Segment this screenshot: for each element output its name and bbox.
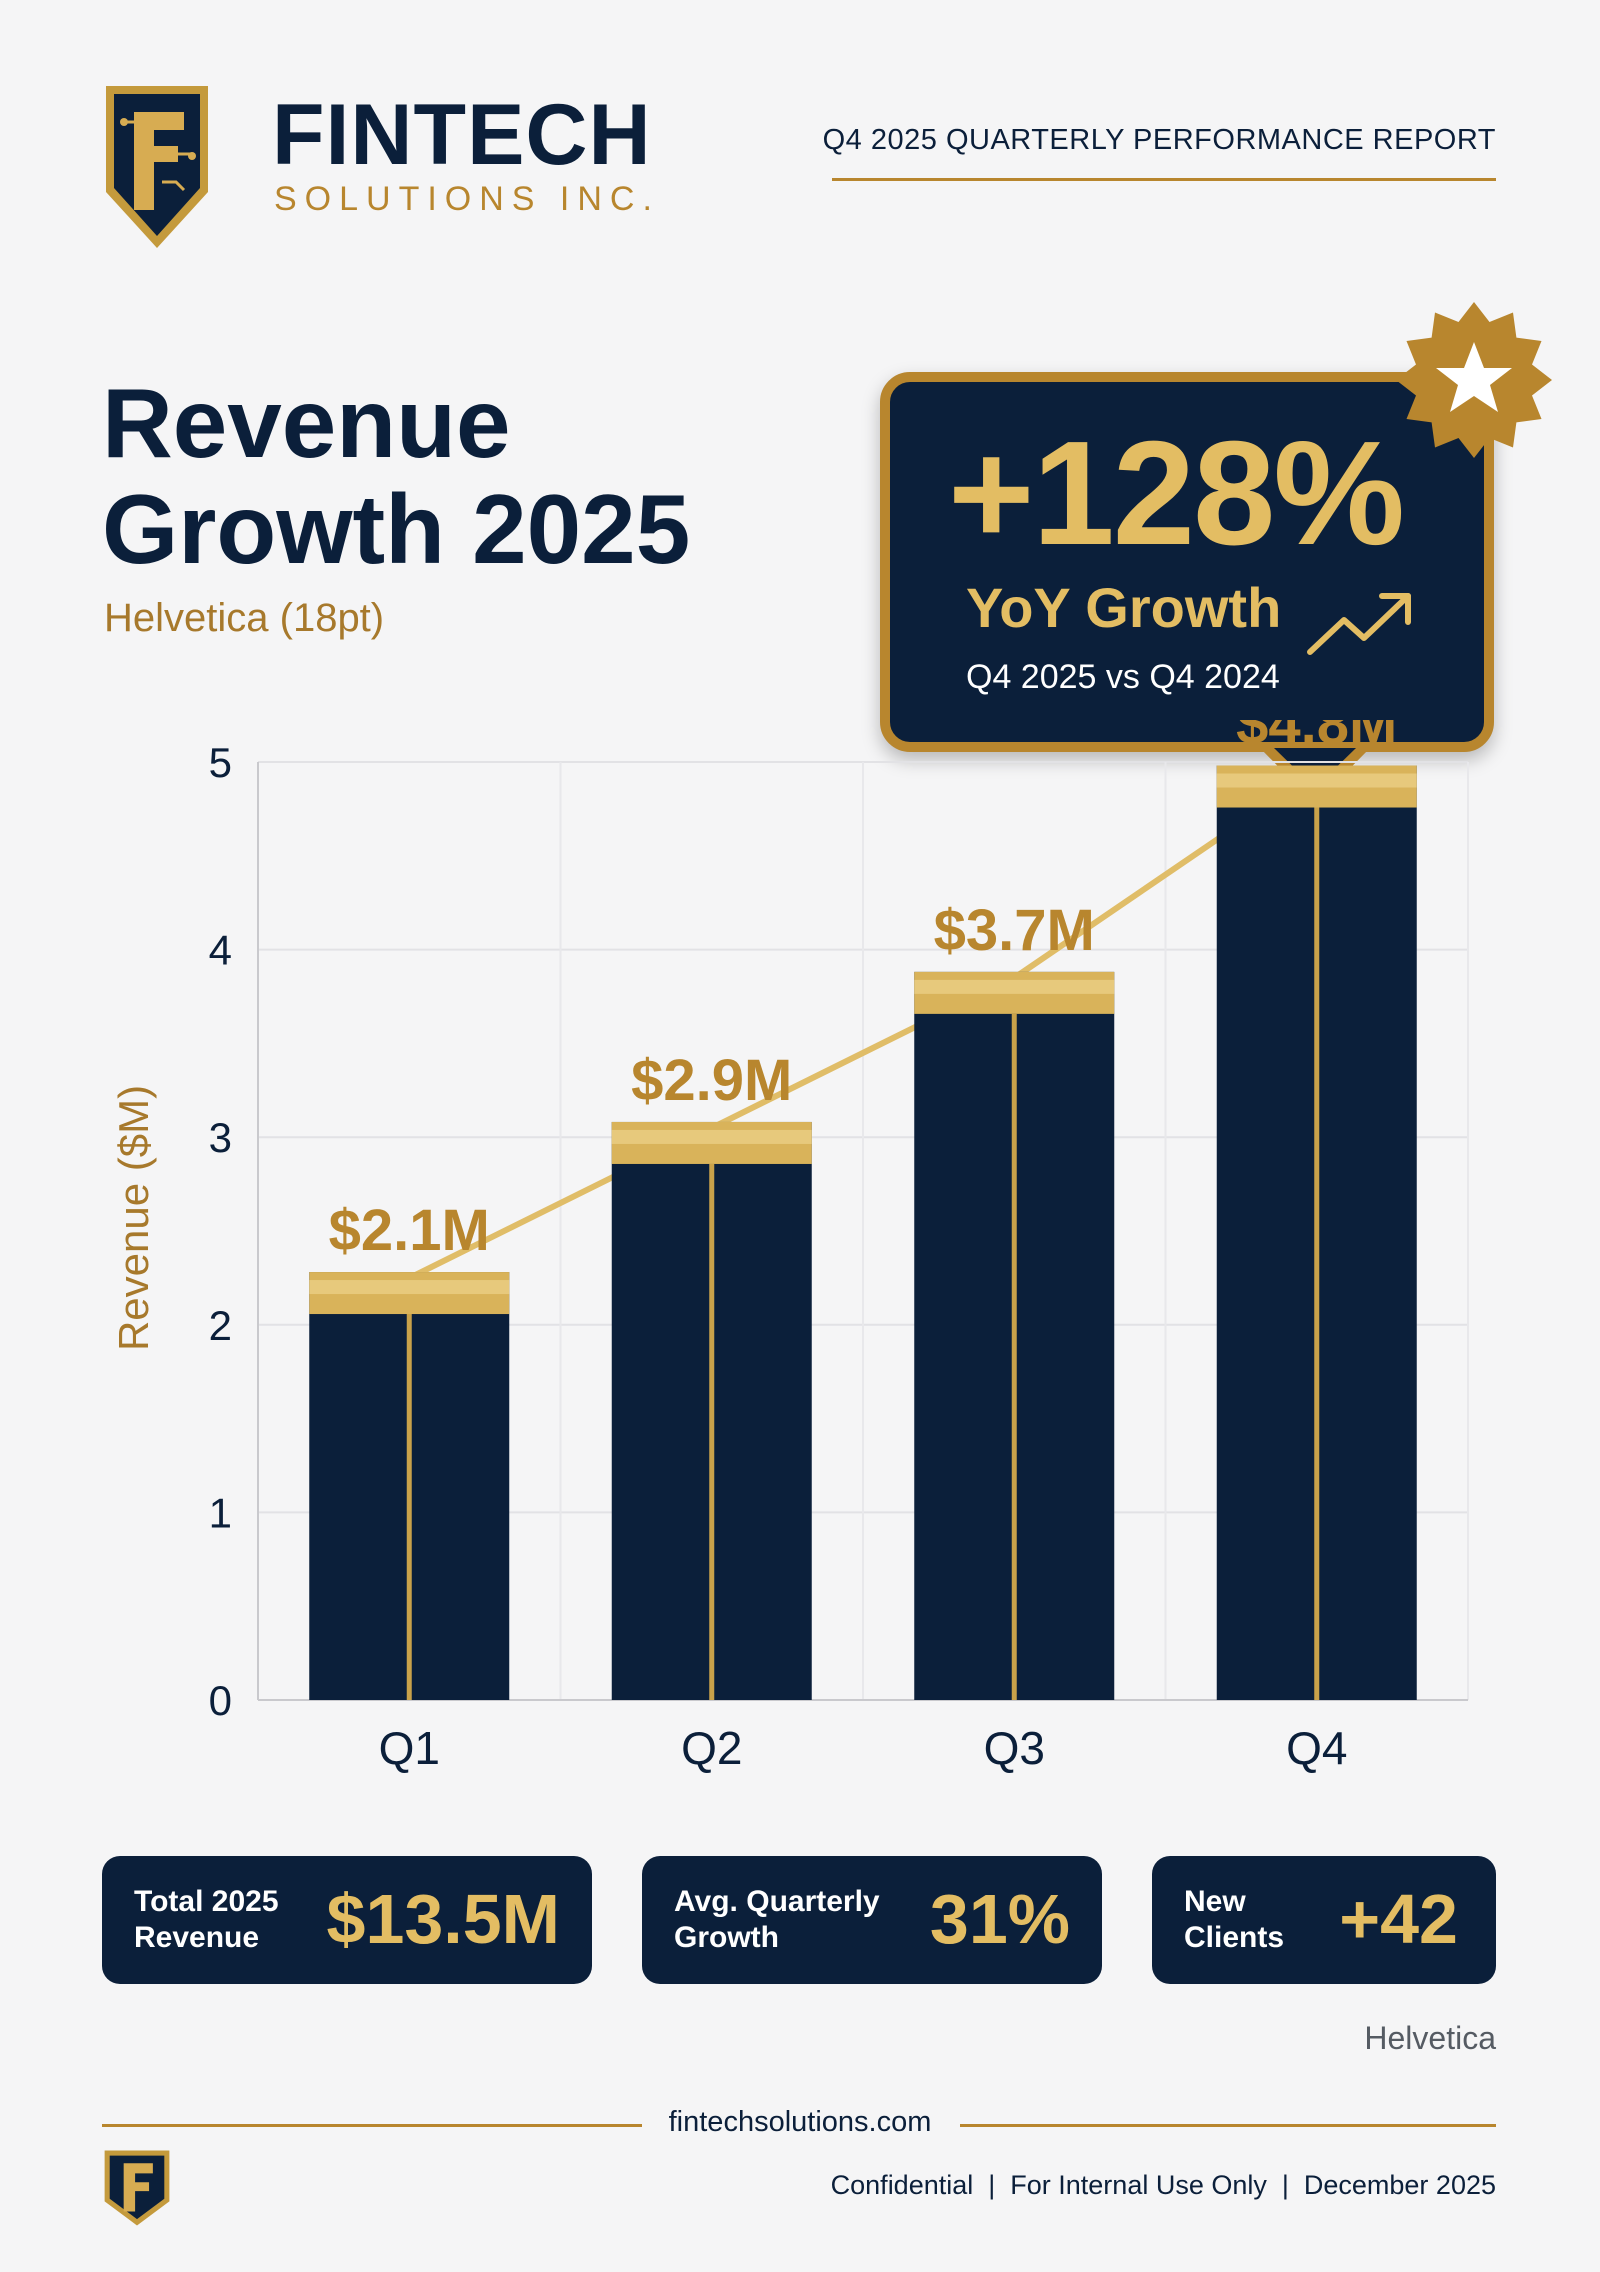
trend-up-arrow-icon [1307, 593, 1411, 655]
yoy-growth-value: +128% [948, 411, 1405, 576]
stat-value: $13.5M [326, 1880, 560, 1958]
bar-cap-highlight [309, 1280, 510, 1295]
stat-card-total-revenue: Total 2025 Revenue $13.5M [102, 1856, 592, 1984]
chart-bars [309, 765, 1417, 1700]
x-tick-label: Q1 [379, 1722, 440, 1774]
y-axis-label: Revenue ($M) [110, 1085, 157, 1351]
yoy-growth-label: YoY Growth [966, 576, 1282, 639]
y-axis-ticks: 0 1 2 3 4 5 [209, 739, 232, 1724]
x-axis-ticks: Q1 Q2 Q3 Q4 [379, 1722, 1348, 1774]
bar-cap-highlight [611, 1129, 812, 1144]
font-note: Helvetica (18pt) [104, 596, 385, 640]
footer-url[interactable]: fintechsolutions.com [668, 2106, 932, 2138]
data-label: $4.8M [1236, 720, 1397, 757]
footer-confidential: Confidential | For Internal Use Only | D… [830, 2170, 1496, 2200]
stat-label: Avg. Quarterly Growth [674, 1885, 880, 1954]
stat-card-new-clients: New Clients +42 [1152, 1856, 1496, 1984]
bar-cap-highlight [914, 979, 1115, 994]
footer-divider-left [102, 2124, 642, 2127]
report-title-divider [832, 178, 1496, 181]
stat-value: +42 [1339, 1880, 1458, 1958]
x-tick-label: Q4 [1286, 1722, 1347, 1774]
footer-logo [102, 2148, 172, 2228]
y-tick-label: 0 [209, 1677, 232, 1724]
bar-q3 [914, 971, 1115, 1700]
page-title: Revenue Growth 2025 [102, 368, 691, 584]
stat-card-avg-growth: Avg. Quarterly Growth 31% [642, 1856, 1102, 1984]
trend-line [407, 769, 1319, 1281]
bar-q2 [611, 1121, 812, 1700]
y-tick-label: 3 [209, 1114, 232, 1161]
star-badge-icon [1396, 302, 1552, 458]
stat-value: 31% [929, 1880, 1070, 1958]
stat-label: Total 2025 Revenue [134, 1885, 279, 1954]
x-tick-label: Q2 [681, 1722, 742, 1774]
stat-label: New Clients [1184, 1885, 1285, 1954]
y-tick-label: 2 [209, 1302, 232, 1349]
data-label: $2.1M [329, 1198, 490, 1263]
yoy-comparison-label: Q4 2025 vs Q4 2024 [966, 658, 1280, 696]
growth-callout [880, 372, 1494, 752]
y-tick-label: 4 [209, 927, 232, 974]
data-labels: $2.1M $2.9M $3.7M $4.8M [329, 720, 1398, 1263]
bar-q4 [1216, 765, 1417, 1700]
bar-q1 [309, 1272, 510, 1700]
data-label: $2.9M [631, 1048, 792, 1113]
brand-subtitle: SOLUTIONS INC. [274, 180, 660, 218]
font-note-bottom: Helvetica [1364, 2020, 1496, 2056]
y-tick-label: 1 [209, 1489, 232, 1536]
revenue-bar-chart: 0 1 2 3 4 5 $2.1M $2.9M $3.7M $4.8M Q1 Q2 Q3 Q4 Rev… [110, 720, 1469, 1774]
brand-name: FINTECH [272, 87, 652, 183]
footer-divider-right [960, 2124, 1496, 2127]
company-logo [102, 82, 212, 252]
y-tick-label: 5 [209, 739, 232, 786]
x-tick-label: Q3 [984, 1722, 1045, 1774]
data-label: $3.7M [934, 898, 1095, 963]
bar-cap-highlight [1216, 773, 1417, 788]
report-title: Q4 2025 QUARTERLY PERFORMANCE REPORT [822, 124, 1496, 156]
